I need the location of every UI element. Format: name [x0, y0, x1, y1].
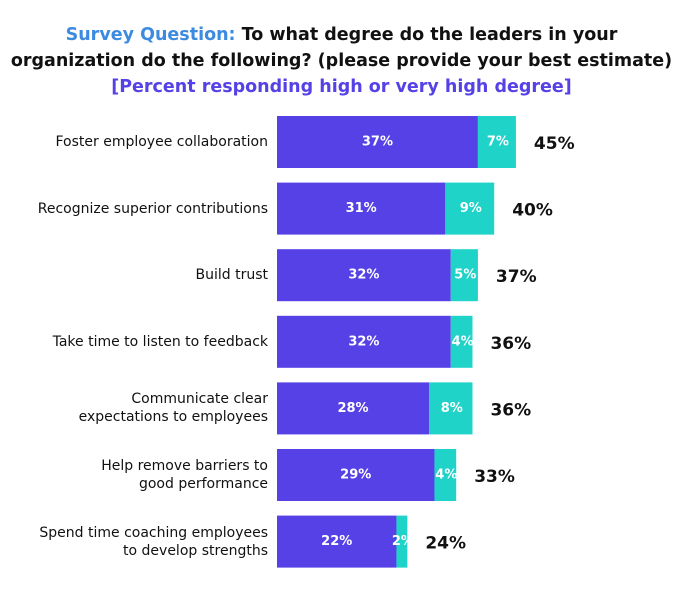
value-label: 7% [487, 135, 509, 150]
bar-segment [277, 315, 451, 368]
value-label: 5% [454, 268, 476, 283]
category-label: Recognize superior contributions [37, 200, 268, 217]
bar-segment [277, 449, 435, 501]
total-label: 40% [512, 201, 553, 221]
value-label: 4% [452, 334, 474, 349]
chart-header: Survey Question: To what degree do the l… [0, 22, 683, 100]
bar-segment [396, 515, 408, 568]
bar-segment [277, 382, 430, 435]
bar-segment [277, 182, 446, 235]
bar-segment [277, 515, 397, 568]
total-label: 36% [490, 334, 531, 354]
value-label: 2% [392, 534, 414, 549]
bar-segment [277, 116, 478, 168]
bar-segment [445, 182, 495, 235]
bar-segment [450, 249, 478, 302]
value-label: 37% [362, 135, 393, 150]
value-label: 22% [321, 534, 352, 549]
value-label: 8% [441, 401, 463, 416]
value-label: 9% [460, 201, 482, 216]
total-label: 24% [425, 534, 466, 554]
value-label: 29% [340, 468, 371, 483]
bar-segment [450, 315, 473, 368]
bar-segment [477, 116, 516, 168]
title-label: Survey Question: [65, 25, 236, 45]
value-label: 32% [348, 334, 379, 349]
total-label: 36% [490, 400, 531, 420]
category-label: Take time to listen to feedback [52, 333, 268, 350]
category-label: Foster employee collaboration [55, 134, 268, 150]
category-label: Spend time coaching employees to develop… [39, 524, 268, 559]
chart-title: To what degree do the leaders in your or… [10, 25, 673, 71]
total-label: 45% [534, 134, 575, 154]
total-label: 37% [496, 267, 537, 287]
value-label: 28% [337, 401, 368, 416]
value-label: 32% [348, 268, 379, 283]
value-label: 31% [346, 201, 377, 216]
category-label: Help remove barriers to good performance [101, 458, 268, 492]
total-label: 33% [474, 467, 515, 487]
value-label: 4% [435, 468, 457, 483]
bar-segment [434, 449, 457, 501]
chart-subtitle: [Percent responding high or very high de… [111, 77, 572, 97]
bar-segment [277, 249, 451, 302]
category-label: Build trust [195, 267, 269, 284]
bar-segment [429, 382, 473, 435]
category-label: Communicate clear expectations to employ… [78, 391, 268, 426]
